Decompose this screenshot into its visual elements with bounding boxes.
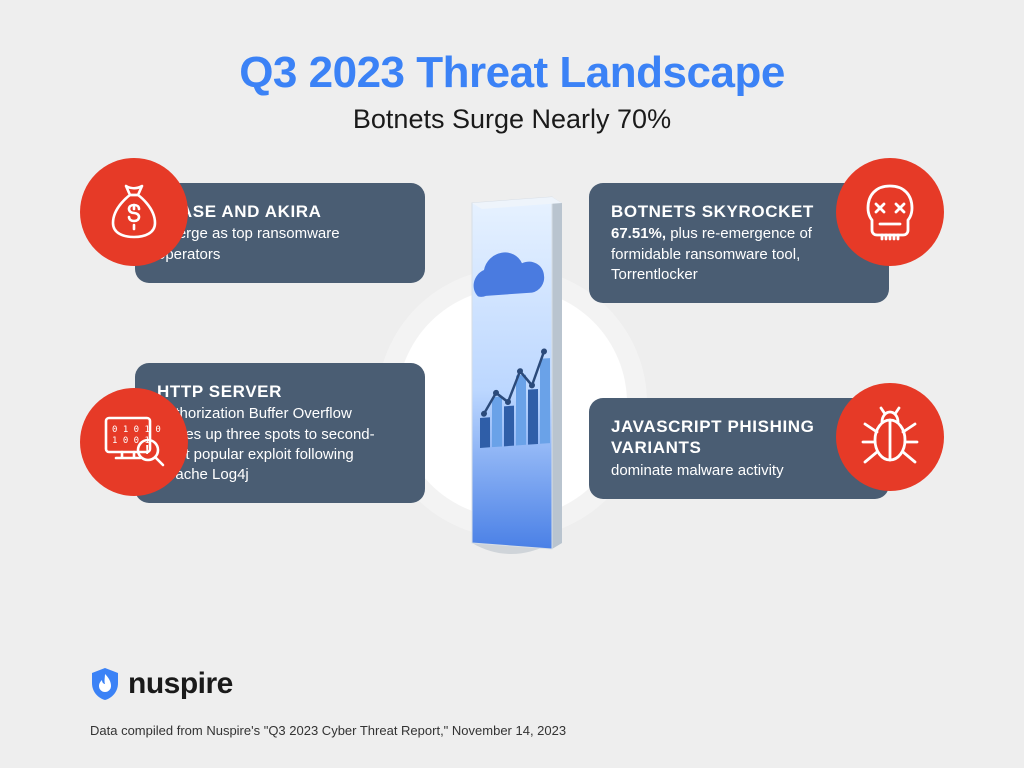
emphasis-stat: 67.51%, [611,225,666,242]
card-title: 8BASE AND AKIRA [157,201,385,222]
footer: nuspire Data compiled from Nuspire's "Q3… [90,667,934,738]
card-body: 67.51%, plus re-emergence of formidable … [611,224,867,285]
card-title: BOTNETS SKYROCKET [611,201,867,222]
content-area: 8BASE AND AKIRA emerge as top ransomware… [0,163,1024,643]
svg-text:!: ! [145,442,149,457]
center-device [412,173,612,573]
binary-screen-icon: 0 1 0 1 0 1 0 0 1 ! [80,388,188,496]
card-title: HTTP SERVER [157,381,395,402]
shield-flame-icon [90,667,120,701]
brand: nuspire [90,667,934,701]
card-body: Authorization Buffer Overflow moves up t… [157,404,395,485]
money-bag-icon [80,158,188,266]
brand-name: nuspire [128,667,233,701]
svg-text:0 1 0 1 0: 0 1 0 1 0 [112,425,161,435]
page-title: Q3 2023 Threat Landscape [0,48,1024,98]
card-title: JAVASCRIPT PHISHING VARIANTS [611,416,867,459]
page-subtitle: Botnets Surge Nearly 70% [0,104,1024,135]
header: Q3 2023 Threat Landscape Botnets Surge N… [0,0,1024,135]
card-body: dominate malware activity [611,461,867,481]
skull-icon [836,158,944,266]
bug-icon [836,383,944,491]
citation: Data compiled from Nuspire's "Q3 2023 Cy… [90,723,934,738]
card-body: emerge as top ransomware operators [157,224,385,265]
